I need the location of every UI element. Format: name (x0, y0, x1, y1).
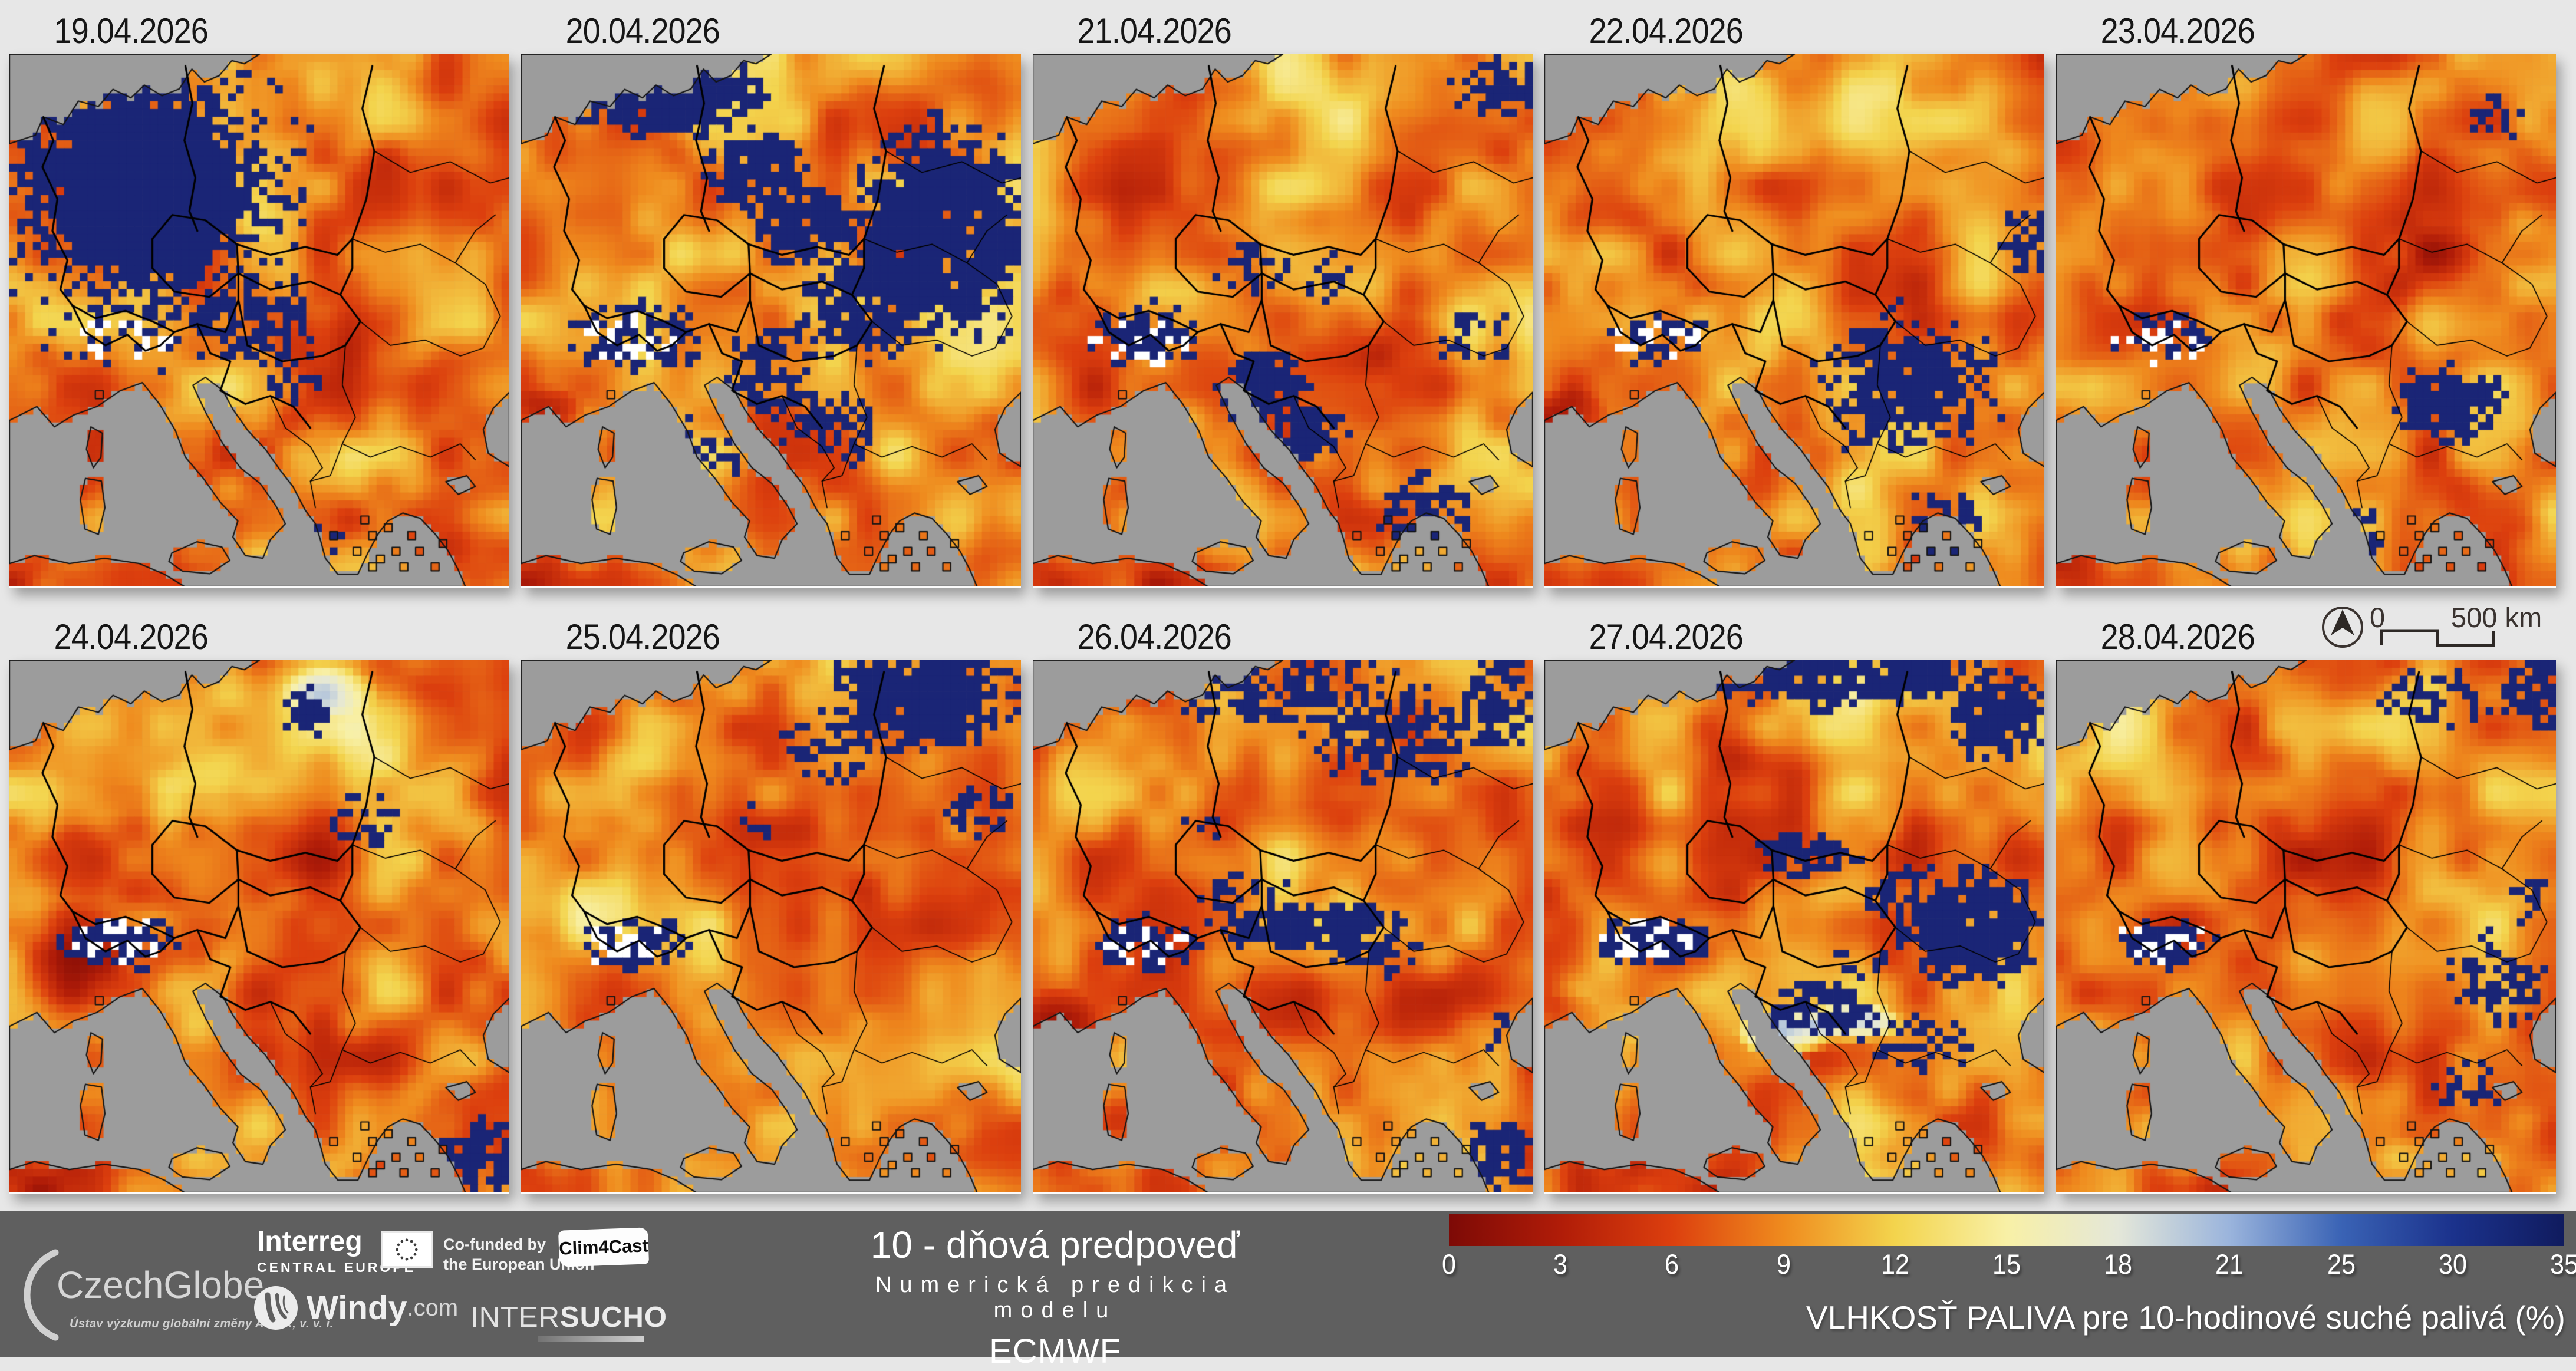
forecast-map (521, 54, 1021, 588)
map-scale-bar: 0 500 km (2322, 602, 2542, 648)
interreg-program: CENTRAL EUROPE (257, 1260, 416, 1275)
forecast-map (2056, 660, 2556, 1194)
forecast-panel: 26.04.2026 (1033, 612, 1533, 1194)
colorbar-tick: 12 (1880, 1248, 1909, 1280)
forecast-panel: 24.04.2026 (9, 612, 509, 1194)
forecast-map (521, 660, 1021, 1194)
czechglobe-logo: CzechGlobe (57, 1264, 265, 1306)
windy-name: Windy (307, 1289, 407, 1327)
panel-date-label: 28.04.2026 (2100, 617, 2255, 657)
intersucho-part2: SUCHO (560, 1301, 667, 1333)
forecast-panel: 28.04.2026 (2056, 612, 2556, 1194)
forecast-panel: 20.04.2026 (521, 6, 1021, 588)
forecast-panel: 23.04.2026 (2056, 6, 2556, 588)
colorbar-tick: 3 (1553, 1248, 1568, 1280)
scale-zero-label: 0 (2370, 602, 2385, 633)
panel-date-label: 20.04.2026 (565, 11, 720, 51)
colorbar-ticks: 0 3 6 9 12 15 18 21 25 30 35 (1442, 1248, 2576, 1284)
intersucho-underline (538, 1336, 644, 1342)
forecast-map (1033, 54, 1533, 588)
colorbar-tick: 25 (2327, 1248, 2356, 1280)
forecast-panel: 19.04.2026 (9, 6, 509, 588)
colorbar-tick: 6 (1665, 1248, 1679, 1280)
colorbar-tick: 30 (2438, 1248, 2467, 1280)
eu-flag-icon (381, 1231, 433, 1268)
colorbar-axis-label: VLHKOSŤ PALIVA pre 10-hodinové suché pal… (1806, 1299, 2565, 1336)
intersucho-part1: INTER (470, 1301, 560, 1333)
colorbar-tick: 18 (2104, 1248, 2133, 1280)
forecast-title: 10 - dňová predpoveď (870, 1224, 1240, 1266)
footer-center-text: 10 - dňová predpoveď Numerická predikcia… (819, 1222, 1291, 1371)
forecast-map (1544, 660, 2044, 1194)
panel-date-label: 25.04.2026 (565, 617, 720, 657)
forecast-map (1544, 54, 2044, 588)
clim4cast-label: Clim4Cast (558, 1235, 649, 1259)
panel-date-label: 22.04.2026 (1589, 11, 1744, 51)
czechglobe-arc-icon (24, 1249, 59, 1341)
scale-bar-line (2380, 629, 2495, 647)
cofunded-line1: Co-funded by (443, 1235, 546, 1253)
colorbar-tick: 0 (1441, 1248, 1457, 1280)
forecast-map (2056, 54, 2556, 588)
panel-date-label: 26.04.2026 (1077, 617, 1232, 657)
windy-logo: Windy .com (253, 1286, 458, 1330)
panel-date-label: 19.04.2026 (54, 11, 209, 51)
panel-date-label: 23.04.2026 (2100, 11, 2255, 51)
panel-date-label: 27.04.2026 (1589, 617, 1744, 657)
windy-tld: .com (407, 1294, 459, 1321)
clim4cast-badge: Clim4Cast (558, 1227, 650, 1267)
forecast-map (1033, 660, 1533, 1194)
interreg-logo: Interreg CENTRAL EUROPE (257, 1228, 416, 1274)
footer-bar: CzechGlobe Ústav výzkumu globální změny … (0, 1211, 2576, 1370)
scale-distance-label: 500 km (2451, 602, 2542, 633)
colorbar-tick: 35 (2549, 1248, 2576, 1280)
forecast-subtitle: Numerická predikcia modelu (875, 1273, 1236, 1323)
interreg-name: Interreg (257, 1226, 363, 1257)
forecast-panel: 22.04.2026 (1544, 6, 2044, 588)
windy-icon (254, 1286, 298, 1330)
forecast-map (9, 660, 509, 1194)
colorbar-gradient (1449, 1214, 2564, 1246)
model-name: ECMWF (989, 1332, 1122, 1370)
forecast-panel: 25.04.2026 (521, 612, 1021, 1194)
forecast-panel: 21.04.2026 (1033, 6, 1533, 588)
colorbar-tick: 21 (2215, 1248, 2244, 1280)
panel-date-label: 21.04.2026 (1077, 11, 1232, 51)
intersucho-logo: INTERSUCHO (470, 1301, 667, 1334)
forecast-map (9, 54, 509, 588)
panel-date-label: 24.04.2026 (54, 617, 209, 657)
north-arrow-icon (2322, 607, 2363, 648)
forecast-panel: 27.04.2026 (1544, 612, 2044, 1194)
colorbar-tick: 15 (1992, 1248, 2021, 1280)
colorbar-tick: 9 (1776, 1248, 1791, 1280)
